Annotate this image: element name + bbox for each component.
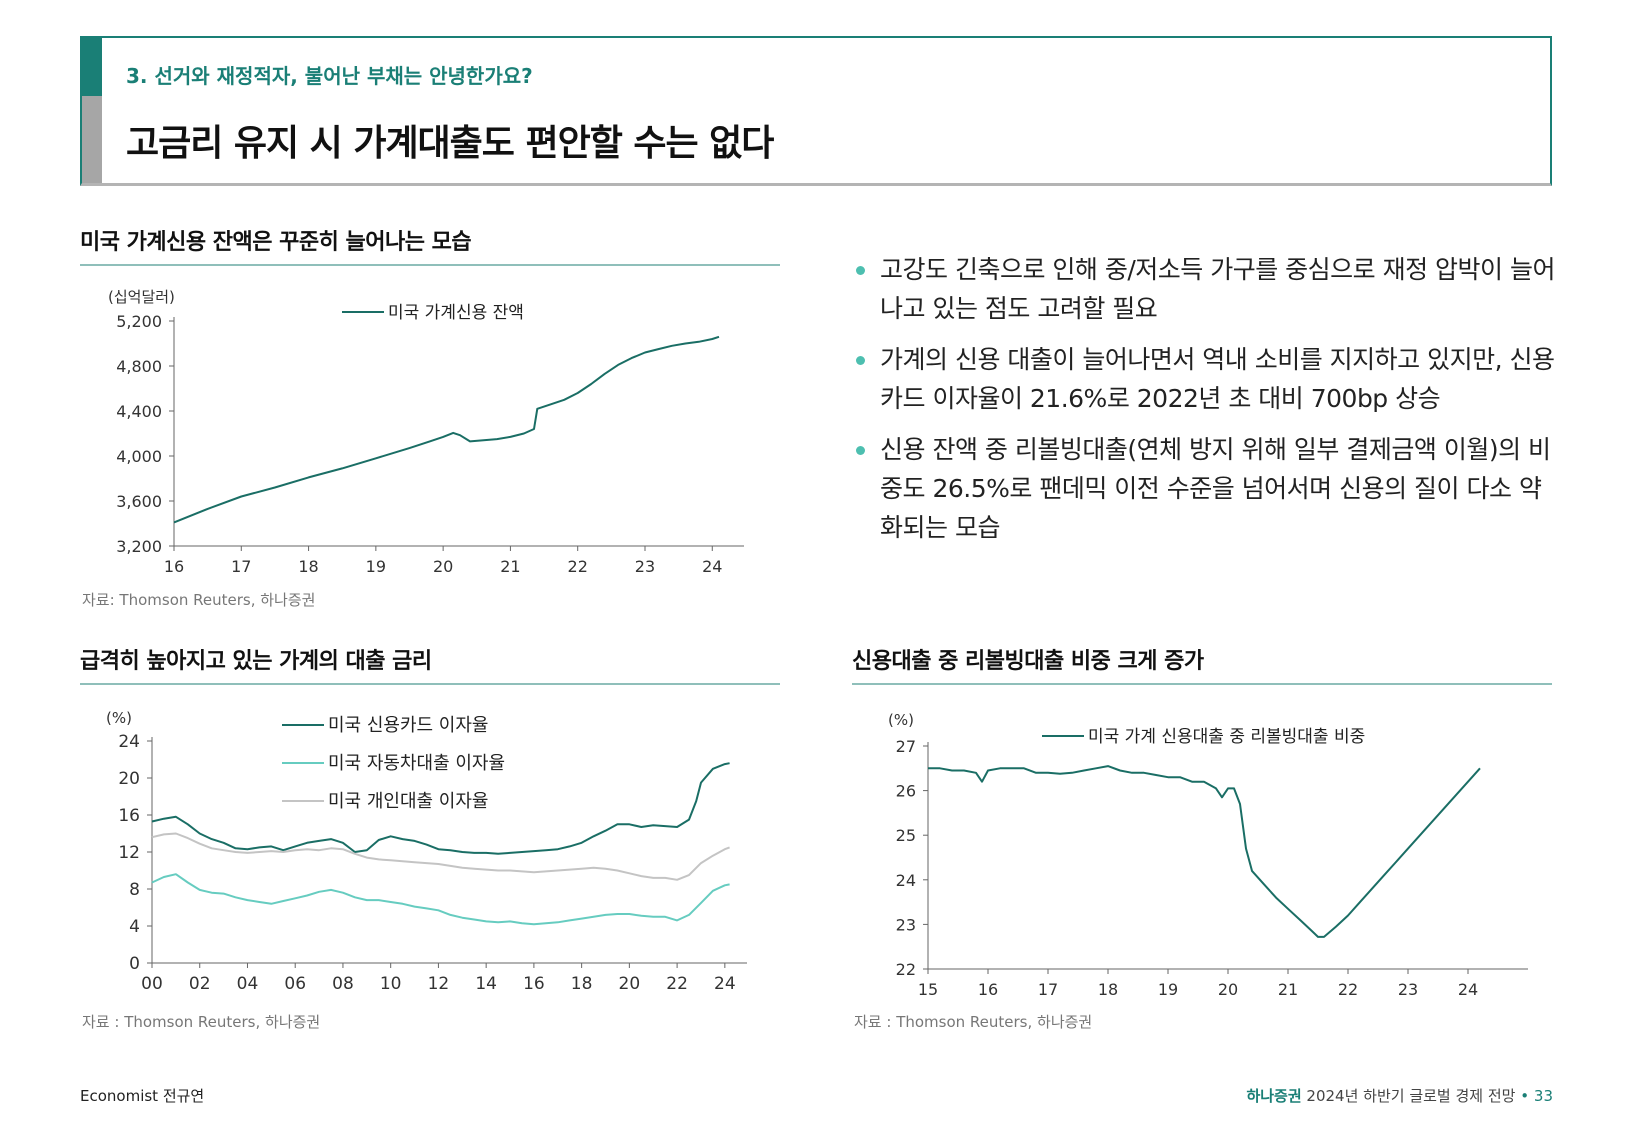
chart3-title-rule	[852, 683, 1552, 685]
x-tick-label: 02	[189, 974, 211, 994]
x-tick-label: 22	[666, 974, 688, 994]
y-tick-label: 20	[118, 769, 140, 789]
bullet-dot-icon	[856, 446, 865, 455]
chart1-title-rule	[80, 264, 780, 266]
y-tick-label: 25	[896, 826, 916, 845]
header-gray-bar	[82, 96, 102, 183]
footer-brand: 하나증권	[1246, 1087, 1302, 1105]
x-tick-label: 16	[164, 557, 184, 576]
y-tick-label: 23	[896, 915, 916, 934]
bullet-list: 고강도 긴축으로 인해 중/저소득 가구를 중심으로 재정 압박이 늘어나고 있…	[856, 250, 1556, 559]
y-tick-label: 4,400	[116, 402, 162, 421]
chart-revolving-share: (%) 22 23 24 25 26 27 15 16 17 18 19 20 21 22 23 24 미국 가계…	[888, 711, 1528, 999]
x-tick-label: 06	[284, 974, 306, 994]
chart2-title: 급격히 높아지고 있는 가계의 대출 금리	[80, 649, 432, 674]
series-line	[151, 762, 730, 855]
x-tick-label: 18	[571, 974, 593, 994]
y-tick-label: 4	[129, 917, 140, 937]
x-tick-label: 10	[380, 974, 402, 994]
x-tick-label: 15	[918, 980, 938, 999]
x-tick-label: 24	[702, 557, 722, 576]
y-tick-label: 3,200	[116, 537, 162, 556]
bullet-text: 고강도 긴축으로 인해 중/저소득 가구를 중심으로 재정 압박이 늘어나고 있…	[880, 255, 1556, 323]
x-tick-label: 19	[1158, 980, 1178, 999]
x-tick-label: 18	[1098, 980, 1118, 999]
chart2-title-rule	[80, 683, 780, 685]
page-number: 33	[1533, 1087, 1553, 1105]
series-line	[151, 873, 730, 926]
y-tick-label: 3,600	[116, 492, 162, 511]
bullet-item: 신용 잔액 중 리볼빙대출(연체 방지 위해 일부 결제금액 이월)의 비중도 …	[856, 430, 1556, 547]
y-tick-label: 24	[118, 732, 140, 752]
footer-separator: •	[1520, 1087, 1530, 1105]
x-tick-label: 16	[523, 974, 545, 994]
y-tick-label: 24	[896, 871, 916, 890]
x-tick-label: 24	[1458, 980, 1478, 999]
chart-household-credit: (십억달러) 3,200 3,600 4,000 4,400 4,800 5,200 16 17…	[108, 288, 744, 576]
y-unit-label: (%)	[888, 711, 914, 729]
footer-report-info: 하나증권 2024년 하반기 글로벌 경제 전망 • 33	[1246, 1085, 1553, 1106]
x-tick-label: 19	[366, 557, 386, 576]
x-tick-label: 20	[1218, 980, 1238, 999]
x-tick-label: 18	[298, 557, 318, 576]
y-tick-label: 26	[896, 782, 916, 801]
y-tick-label: 4,800	[116, 357, 162, 376]
footer-report-title: 2024년 하반기 글로벌 경제 전망	[1306, 1087, 1516, 1105]
y-unit-label: (%)	[106, 709, 132, 727]
x-tick-label: 08	[332, 974, 354, 994]
legend-label: 미국 가계신용 잔액	[388, 303, 524, 323]
page-title: 고금리 유지 시 가계대출도 편안할 수는 없다	[126, 123, 774, 164]
x-tick-label: 23	[635, 557, 655, 576]
x-tick-label: 14	[475, 974, 497, 994]
legend-label: 미국 자동차대출 이자율	[328, 753, 505, 774]
x-tick-label: 22	[1338, 980, 1358, 999]
x-tick-label: 20	[619, 974, 641, 994]
bullet-dot-icon	[856, 356, 865, 365]
y-unit-label: (십억달러)	[108, 288, 175, 306]
bullet-text: 가계의 신용 대출이 늘어나면서 역내 소비를 지지하고 있지만, 신용카드 이…	[880, 345, 1555, 413]
x-tick-label: 24	[714, 974, 736, 994]
x-tick-label: 21	[500, 557, 520, 576]
y-tick-label: 16	[118, 806, 140, 826]
legend-label: 미국 개인대출 이자율	[328, 791, 488, 812]
series-line	[173, 335, 720, 524]
chart2-source: 자료 : Thomson Reuters, 하나증권	[82, 1013, 321, 1031]
section-subtitle: 3. 선거와 재정적자, 불어난 부채는 안녕한가요?	[126, 64, 533, 88]
legend-label: 미국 신용카드 이자율	[328, 715, 488, 736]
x-tick-label: 17	[1038, 980, 1058, 999]
y-tick-label: 5,200	[116, 312, 162, 331]
bullet-item: 가계의 신용 대출이 늘어나면서 역내 소비를 지지하고 있지만, 신용카드 이…	[856, 340, 1556, 418]
series-line	[151, 832, 730, 881]
x-tick-label: 04	[237, 974, 259, 994]
y-tick-label: 12	[118, 843, 140, 863]
chart1-source: 자료: Thomson Reuters, 하나증권	[82, 591, 316, 609]
bullet-item: 고강도 긴축으로 인해 중/저소득 가구를 중심으로 재정 압박이 늘어나고 있…	[856, 250, 1556, 328]
y-tick-label: 0	[129, 954, 140, 974]
bullet-dot-icon	[856, 266, 865, 275]
bullet-text: 신용 잔액 중 리볼빙대출(연체 방지 위해 일부 결제금액 이월)의 비중도 …	[880, 435, 1551, 542]
x-tick-label: 21	[1278, 980, 1298, 999]
x-tick-label: 16	[978, 980, 998, 999]
report-header: 3. 선거와 재정적자, 불어난 부채는 안녕한가요? 고금리 유지 시 가계대…	[80, 36, 1552, 186]
x-tick-label: 00	[141, 974, 163, 994]
y-tick-label: 4,000	[116, 447, 162, 466]
footer-author: Economist 전규연	[80, 1087, 205, 1105]
x-tick-label: 20	[433, 557, 453, 576]
chart3-source: 자료 : Thomson Reuters, 하나증권	[854, 1013, 1093, 1031]
chart3-title: 신용대출 중 리볼빙대출 비중 크게 증가	[852, 649, 1204, 674]
x-tick-label: 23	[1398, 980, 1418, 999]
chart1-title: 미국 가계신용 잔액은 꾸준히 늘어나는 모습	[80, 230, 472, 255]
y-tick-label: 8	[129, 880, 140, 900]
x-tick-label: 12	[428, 974, 450, 994]
x-tick-label: 17	[231, 557, 251, 576]
x-tick-label: 22	[568, 557, 588, 576]
header-accent-bar	[82, 38, 102, 96]
y-tick-label: 22	[896, 960, 916, 979]
y-tick-label: 27	[896, 737, 916, 756]
series-line	[928, 765, 1481, 938]
legend-label: 미국 가계 신용대출 중 리볼빙대출 비중	[1088, 727, 1365, 747]
